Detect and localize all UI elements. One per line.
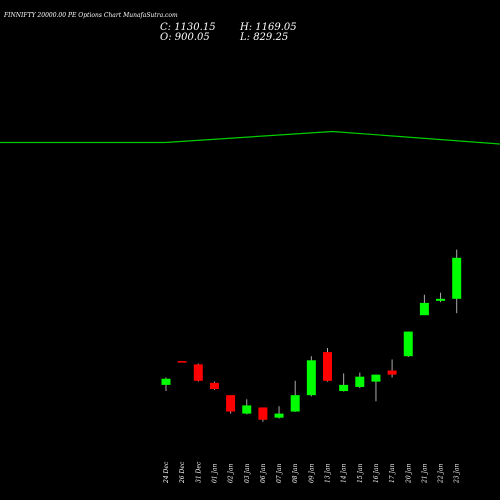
candle-body-down	[177, 361, 187, 363]
candle-body-up	[371, 374, 381, 382]
candle-body-up	[290, 395, 300, 412]
candle-body-up	[436, 298, 446, 301]
candle-body-down	[193, 364, 203, 381]
candle-body-down	[226, 395, 236, 412]
candle-body-up	[355, 376, 365, 387]
candle	[258, 407, 268, 422]
x-tick-label: 02 Jan	[228, 463, 235, 483]
high-value: H: 1169.05	[240, 22, 297, 33]
candle	[419, 294, 429, 316]
x-tick-label: 13 Jan	[325, 463, 332, 483]
indicator-line-layer	[0, 130, 500, 145]
candle	[177, 361, 187, 363]
candle	[290, 380, 300, 412]
candle	[387, 359, 397, 378]
x-tick-label: 01 Jan	[211, 463, 218, 483]
x-labels-layer: 24 Dec 26 Dec 31 Dec 01 Jan 02 Jan 03 Jan 06 J…	[163, 461, 461, 484]
x-tick-label: 09 Jan	[308, 463, 315, 483]
candle-body-up	[452, 257, 462, 299]
x-tick-label: 20 Jan	[405, 463, 412, 484]
candle	[161, 377, 171, 392]
x-tick-label: 24 Dec	[163, 461, 170, 484]
x-tick-label: 08 Jan	[292, 463, 299, 483]
candle	[193, 363, 203, 382]
indicator-line	[0, 130, 500, 145]
candle-body-up	[161, 378, 171, 385]
x-tick-label: 06 Jan	[260, 463, 267, 483]
candle	[209, 381, 219, 390]
candle-body-up	[419, 302, 429, 316]
chart-title: FINNIFTY 20000.00 PE Options Chart Munaf…	[4, 12, 178, 19]
x-tick-label: 17 Jan	[389, 463, 396, 483]
candle	[339, 373, 349, 392]
close-value: C: 1130.15	[160, 22, 216, 33]
candle	[452, 249, 462, 314]
candle-body-up	[306, 360, 316, 396]
x-tick-label: 14 Jan	[341, 463, 348, 483]
x-tick-label: 07 Jan	[276, 463, 283, 483]
x-tick-label: 15 Jan	[357, 463, 364, 483]
x-tick-label: 16 Jan	[373, 463, 380, 483]
candle-body-down	[258, 407, 268, 420]
x-tick-label: 23 Jan	[454, 463, 461, 484]
low-value: L: 829.25	[240, 32, 289, 43]
candle	[323, 348, 332, 382]
candle-body-down	[323, 352, 332, 381]
candle	[436, 292, 446, 303]
candles-layer	[161, 249, 462, 422]
candle-body-down	[387, 370, 397, 375]
x-tick-label: 03 Jan	[244, 463, 251, 483]
open-value: O: 900.05	[160, 32, 210, 43]
candle-body-up	[339, 384, 349, 392]
candle	[274, 406, 284, 419]
candle-body-up	[274, 413, 284, 418]
x-tick-label: 22 Jan	[438, 463, 445, 484]
x-tick-label: 26 Dec	[179, 461, 186, 484]
x-tick-label: 21 Jan	[421, 463, 428, 484]
x-tick-label: 31 Dec	[195, 461, 202, 483]
candle	[403, 331, 413, 358]
candle-body-up	[403, 331, 413, 357]
candle	[371, 374, 381, 402]
candle-body-down	[209, 382, 219, 389]
candle	[226, 395, 236, 414]
candle-body-up	[242, 405, 252, 414]
candle	[306, 356, 316, 397]
candle	[242, 399, 252, 415]
candle	[355, 372, 365, 389]
